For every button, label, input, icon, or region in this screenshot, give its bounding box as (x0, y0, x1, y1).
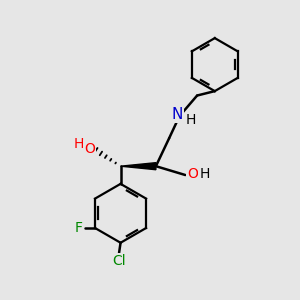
Text: Cl: Cl (112, 254, 126, 268)
Text: H: H (199, 167, 210, 181)
Text: O: O (84, 142, 95, 155)
Polygon shape (121, 163, 156, 170)
Text: N: N (172, 107, 183, 122)
Text: O: O (187, 167, 198, 181)
Text: H: H (74, 136, 84, 151)
Text: F: F (75, 221, 83, 235)
Text: H: H (186, 113, 196, 127)
